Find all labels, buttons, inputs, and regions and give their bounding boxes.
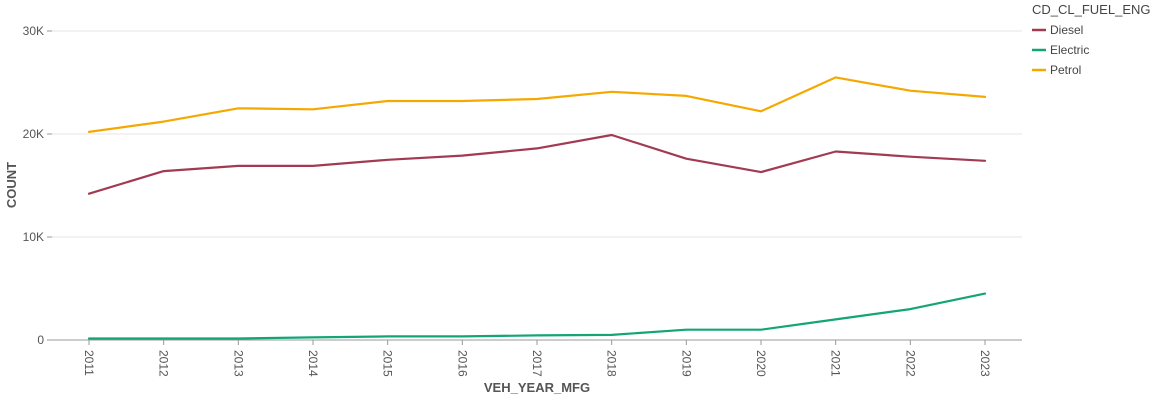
x-tick-label: 2013 bbox=[231, 350, 245, 377]
y-tick-label: 20K bbox=[23, 127, 44, 141]
x-tick-label: 2015 bbox=[381, 350, 395, 377]
x-tick-label: 2018 bbox=[605, 350, 619, 377]
x-tick-label: 2011 bbox=[82, 350, 96, 376]
series-line-petrol bbox=[87, 76, 987, 133]
series-line-diesel bbox=[87, 133, 987, 195]
x-tick-labels: 2011 2012 2013 2014 2015 2016 2017 2018 2019 2020… bbox=[82, 340, 992, 377]
x-tick-label: 2012 bbox=[157, 350, 171, 377]
x-tick-label: 2021 bbox=[829, 350, 843, 377]
y-tick-label: 10K bbox=[23, 230, 44, 244]
legend: CD_CL_FUEL_ENG Diesel Electric Petrol bbox=[1032, 2, 1151, 77]
x-tick-label: 2019 bbox=[679, 350, 693, 377]
x-tick-label: 2017 bbox=[530, 350, 544, 377]
x-tick-label: 2016 bbox=[455, 350, 469, 377]
x-axis-title: VEH_YEAR_MFG bbox=[484, 380, 590, 395]
series-lines bbox=[87, 76, 987, 340]
x-tick-label: 2014 bbox=[306, 350, 320, 377]
gridlines bbox=[47, 30, 1022, 341]
y-tick-labels: 0 10K 20K 30K bbox=[23, 24, 45, 347]
y-tick-label: 30K bbox=[23, 24, 44, 38]
y-axis-title: COUNT bbox=[4, 162, 19, 208]
legend-label-electric: Electric bbox=[1050, 43, 1089, 57]
x-tick-label: 2023 bbox=[978, 350, 992, 377]
y-tick-label: 0 bbox=[37, 333, 44, 347]
x-tick-label: 2020 bbox=[754, 350, 768, 377]
legend-label-petrol: Petrol bbox=[1050, 63, 1081, 77]
legend-title: CD_CL_FUEL_ENG bbox=[1032, 2, 1151, 17]
x-tick-label: 2022 bbox=[903, 350, 917, 377]
legend-label-diesel: Diesel bbox=[1050, 23, 1083, 37]
series-line-electric bbox=[87, 292, 987, 340]
